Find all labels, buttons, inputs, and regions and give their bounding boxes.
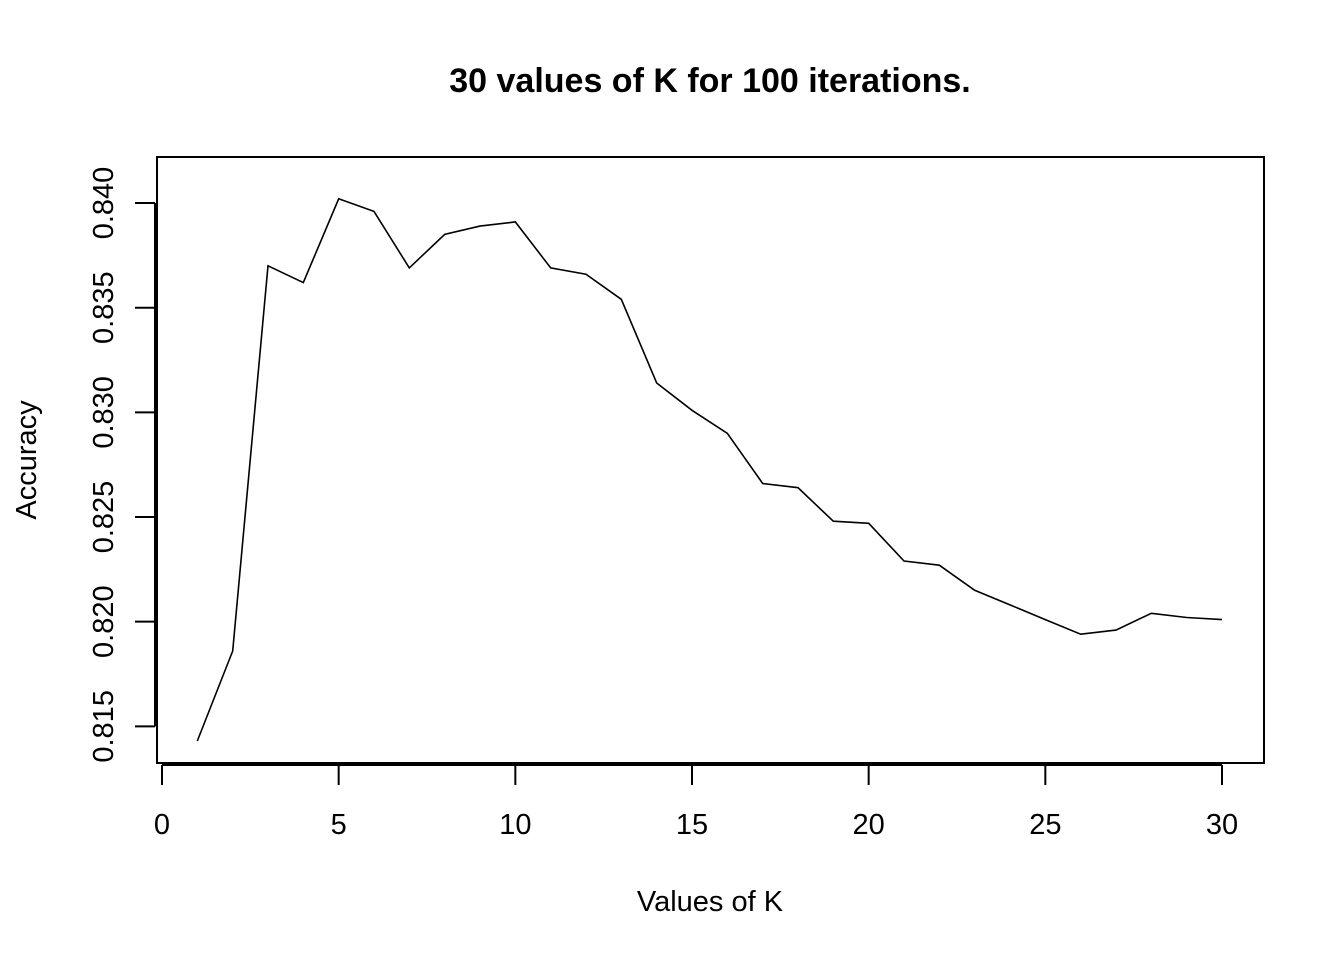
data-point: [903, 560, 905, 562]
data-point: [1009, 604, 1011, 606]
x-axis: 0 5 10 15 20 25 30: [154, 764, 1238, 841]
x-tick-label: 5: [331, 809, 347, 841]
data-point: [1115, 629, 1117, 631]
series: [196, 197, 1223, 742]
x-tick-label: 30: [1206, 809, 1238, 841]
data-point: [974, 589, 976, 591]
y-tick-label: 0.820: [88, 585, 120, 658]
data-point: [1044, 619, 1046, 621]
data-point: [444, 233, 446, 235]
data-point: [302, 282, 304, 284]
y-axis: 0.815 0.820 0.825 0.830 0.835 0.840: [88, 167, 156, 763]
data-point: [1221, 619, 1223, 621]
data-point: [479, 225, 481, 227]
data-point: [550, 267, 552, 269]
x-tick-label: 0: [154, 809, 170, 841]
data-point: [1150, 612, 1152, 614]
data-point: [832, 520, 834, 522]
data-point: [868, 522, 870, 524]
series-line-accuracy: [196, 197, 1223, 742]
data-point: [726, 432, 728, 434]
data-point: [338, 198, 340, 200]
y-tick-label: 0.840: [88, 167, 120, 240]
x-tick-label: 25: [1029, 809, 1061, 841]
data-point: [1080, 633, 1082, 635]
x-tick-label: 20: [853, 809, 885, 841]
data-point: [196, 740, 198, 742]
data-point: [938, 564, 940, 566]
chart-title: 30 values of K for 100 iterations.: [449, 62, 971, 100]
plot-area: [156, 156, 1265, 764]
data-point: [797, 487, 799, 489]
data-point: [373, 210, 375, 212]
y-tick-label: 0.830: [88, 376, 120, 449]
data-point: [585, 273, 587, 275]
y-axis-label: Accuracy: [11, 400, 43, 520]
y-tick-label: 0.825: [88, 481, 120, 554]
x-axis-label: Values of K: [637, 886, 784, 918]
data-point: [514, 221, 516, 223]
data-point: [691, 409, 693, 411]
data-point: [408, 267, 410, 269]
data-point: [1186, 616, 1188, 618]
x-tick-label: 15: [676, 809, 708, 841]
data-point: [762, 483, 764, 485]
x-tick-label: 10: [499, 809, 531, 841]
y-tick-label: 0.815: [88, 690, 120, 763]
data-point: [232, 650, 234, 652]
data-point: [620, 298, 622, 300]
data-point: [267, 265, 269, 267]
y-tick-label: 0.835: [88, 271, 120, 344]
data-point: [656, 382, 658, 384]
